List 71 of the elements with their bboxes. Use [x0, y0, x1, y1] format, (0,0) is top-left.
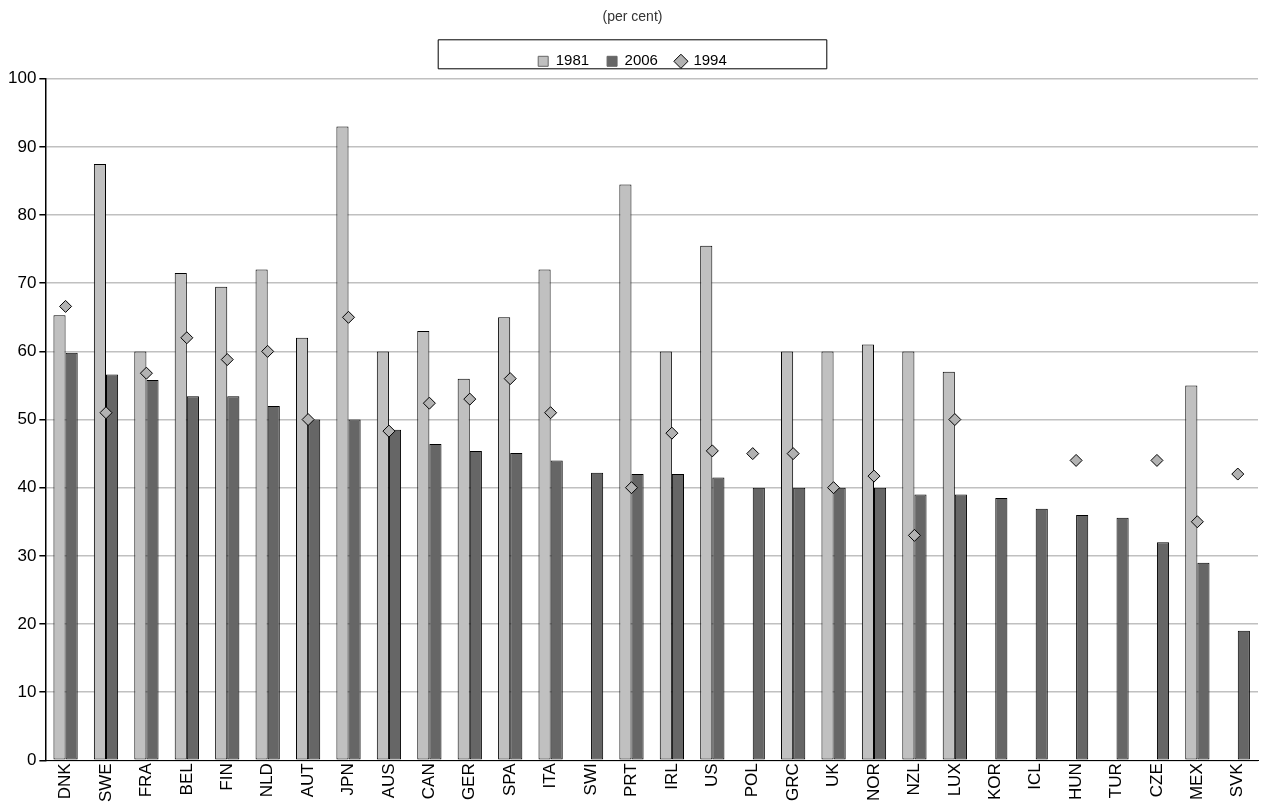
- x-tick-label: DNK: [55, 762, 75, 800]
- point: [827, 481, 841, 495]
- point: [1190, 515, 1204, 529]
- y-tick-label: 20: [17, 613, 37, 633]
- point: [503, 372, 517, 386]
- point: [139, 366, 153, 380]
- y-tick-label: 0: [26, 749, 37, 769]
- x-tick-label: GRC: [782, 763, 802, 802]
- y-tick-label: 80: [17, 204, 37, 224]
- x-tick-label: ITA: [540, 762, 560, 789]
- x-tick-label: ICL: [1025, 763, 1045, 790]
- point: [301, 413, 315, 427]
- point: [786, 447, 800, 461]
- x-tick-label: SPA: [499, 762, 519, 797]
- legend-label: 2006: [624, 51, 658, 69]
- y-tick-label: 70: [17, 272, 37, 292]
- x-tick-label: SWE: [95, 763, 115, 803]
- x-tick-label: JPN: [338, 763, 358, 796]
- x-tick-label: NZL: [904, 763, 924, 796]
- point: [59, 299, 73, 313]
- point: [342, 310, 356, 324]
- point: [99, 406, 113, 420]
- x-tick-label: CZE: [1146, 763, 1166, 798]
- point: [180, 331, 194, 345]
- x-tick-label: CAN: [419, 763, 439, 800]
- x-tick-label: IRL: [661, 763, 681, 790]
- x-tick-label: AUS: [378, 763, 398, 799]
- legend-label: 1994: [693, 51, 727, 69]
- point: [705, 444, 719, 458]
- x-tick-label: NOR: [863, 763, 883, 802]
- point: [907, 528, 921, 542]
- point: [261, 344, 275, 358]
- x-tick-label: FRA: [136, 762, 156, 798]
- x-tick-label: PRT: [621, 763, 641, 797]
- y-tick-label: 100: [7, 68, 37, 88]
- x-tick-label: UK: [823, 762, 843, 787]
- x-tick-label: SWI: [580, 763, 600, 796]
- point: [746, 447, 760, 461]
- x-tick-label: LUX: [944, 763, 964, 797]
- point: [948, 413, 962, 427]
- x-tick-label: AUT: [297, 763, 317, 798]
- point: [463, 392, 477, 406]
- point: [382, 424, 396, 438]
- y-tick-label: 30: [17, 545, 37, 565]
- y-tick-label: 50: [17, 409, 37, 429]
- x-tick-label: US: [702, 763, 721, 787]
- x-tick-label: POL: [742, 763, 762, 798]
- y-tick-label: 40: [17, 477, 37, 497]
- point: [624, 481, 638, 495]
- x-tick-label: GER: [459, 763, 479, 801]
- point: [1150, 453, 1164, 467]
- x-tick-label: NLD: [257, 763, 277, 798]
- x-tick-label: HUN: [1065, 763, 1085, 801]
- x-tick-label: BEL: [176, 763, 196, 796]
- x-tick-label: FIN: [216, 763, 236, 791]
- y-tick-label: 60: [17, 341, 37, 361]
- chart-title: (per cent): [602, 8, 663, 25]
- x-tick-label: KOR: [984, 763, 1004, 801]
- point: [1069, 453, 1083, 467]
- x-tick-label: SVK: [1227, 762, 1247, 798]
- point: [1231, 467, 1245, 481]
- x-tick-label: TUR: [1106, 763, 1126, 799]
- y-tick-label: 10: [17, 681, 37, 701]
- x-tick-label: MEX: [1187, 763, 1207, 801]
- point: [220, 353, 234, 367]
- legend-label: 1981: [555, 51, 590, 69]
- point: [422, 396, 436, 410]
- point: [544, 406, 558, 420]
- y-tick-label: 90: [17, 136, 37, 156]
- point: [867, 469, 881, 483]
- point: [665, 426, 679, 440]
